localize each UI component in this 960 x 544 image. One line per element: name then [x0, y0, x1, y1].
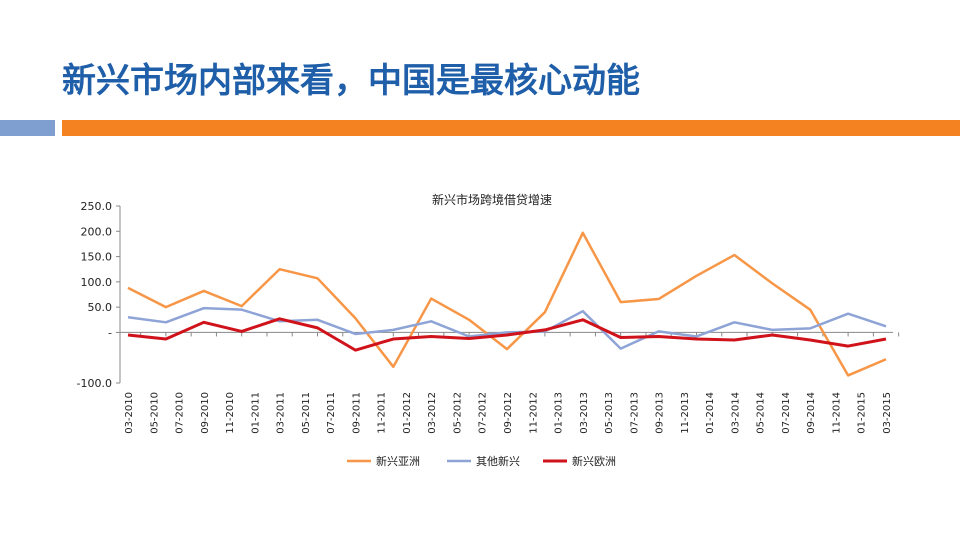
- x-tick-label: 11-2014: [831, 392, 842, 434]
- y-tick-label: -100.0: [77, 377, 112, 390]
- chart-title: 新兴市场跨境借贷增速: [432, 192, 552, 207]
- x-tick-label: 07-2012: [478, 392, 489, 434]
- x-tick-label: 05-2011: [301, 392, 312, 434]
- x-tick-label: 07-2014: [781, 392, 792, 434]
- x-tick-label: 07-2010: [175, 392, 186, 434]
- header-bar: [62, 120, 960, 136]
- x-tick-label: 01-2015: [857, 392, 868, 434]
- x-tick-label: 05-2012: [452, 392, 463, 434]
- x-tick-label: 05-2010: [149, 392, 160, 434]
- series-line: [127, 231, 887, 377]
- x-tick-label: 11-2011: [377, 392, 388, 434]
- y-tick-label: 50.0: [88, 301, 113, 314]
- x-tick-label: 01-2012: [402, 392, 413, 434]
- legend-label: 新兴亚洲: [376, 454, 420, 468]
- x-tick-label: 07-2011: [326, 392, 337, 434]
- series-line: [127, 317, 887, 352]
- x-tick-label: 03-2012: [427, 392, 438, 434]
- legend-label: 其他新兴: [476, 454, 520, 468]
- x-tick-label: 01-2011: [250, 392, 261, 434]
- y-tick-label: 100.0: [81, 276, 113, 289]
- x-tick-label: 11-2012: [528, 392, 539, 434]
- x-tick-label: 01-2014: [705, 392, 716, 434]
- x-tick-label: 05-2014: [756, 392, 767, 434]
- x-tick-label: 11-2013: [680, 392, 691, 434]
- x-tick-label: 09-2011: [351, 392, 362, 434]
- x-tick-label: 03-2011: [276, 392, 287, 434]
- y-tick-label: 200.0: [81, 225, 113, 238]
- x-tick-label: 11-2010: [225, 392, 236, 434]
- x-tick-label: 09-2013: [655, 392, 666, 434]
- x-tick-label: 03-2014: [730, 392, 741, 434]
- x-tick-label: 05-2013: [604, 392, 615, 434]
- x-tick-label: 09-2014: [806, 392, 817, 434]
- x-tick-label: 01-2013: [554, 392, 565, 434]
- x-tick-label: 03-2010: [124, 392, 135, 434]
- x-tick-label: 03-2015: [882, 392, 893, 434]
- x-tick-label: 09-2012: [503, 392, 514, 434]
- y-tick-label: -: [108, 326, 112, 339]
- slide-title: 新兴市场内部来看，中国是最核心动能: [62, 61, 640, 101]
- x-tick-label: 09-2010: [200, 392, 211, 434]
- y-tick-label: 150.0: [81, 251, 113, 264]
- series-line: [127, 306, 887, 350]
- y-tick-label: 250.0: [81, 200, 113, 213]
- header-bar-left: [0, 120, 55, 136]
- x-tick-label: 07-2013: [629, 392, 640, 434]
- x-tick-label: 03-2013: [579, 392, 590, 434]
- legend-label: 新兴欧洲: [572, 454, 616, 468]
